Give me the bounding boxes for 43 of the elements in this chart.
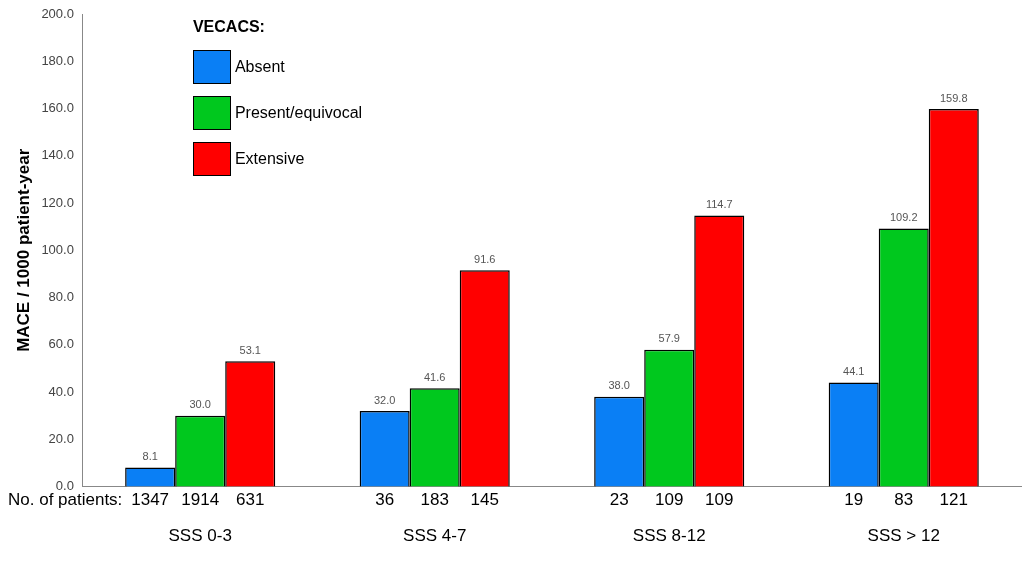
data-label: 159.8 [940, 91, 968, 104]
data-label: 114.7 [705, 198, 733, 211]
y-tick-label: 140.0 [41, 147, 74, 163]
y-tick-label: 120.0 [41, 194, 74, 210]
text: 183 [420, 490, 449, 510]
text: 36 [375, 490, 395, 510]
text: 83 [894, 490, 914, 510]
y-tick-label: 100.0 [41, 241, 74, 257]
x-tick-label: SSS > 12 [867, 526, 940, 546]
y-tick-label: 60.0 [48, 336, 74, 352]
y-tick-label: 80.0 [48, 289, 74, 305]
legend-title: VECACS: [192, 18, 266, 36]
y-tick-label: 160.0 [41, 100, 74, 116]
y-tick-label: 200.0 [41, 5, 74, 21]
data-label: 57.9 [658, 332, 680, 345]
data-label: 91.6 [474, 252, 496, 265]
data-label: 44.1 [843, 364, 865, 377]
data-label: 32.0 [373, 393, 396, 406]
text: 109 [705, 490, 734, 510]
data-label: 53.1 [239, 343, 261, 356]
data-label: 41.6 [424, 370, 446, 383]
y-tick-label: 40.0 [48, 383, 74, 399]
text: 145 [470, 490, 499, 510]
text: 1347 [131, 490, 170, 510]
text: 109 [655, 490, 684, 510]
y-axis-title: MACE / 1000 patient-year [13, 148, 33, 352]
data-label: 8.1 [142, 449, 158, 462]
data-label: 109.2 [889, 211, 918, 224]
x-tick-label: SSS 4-7 [403, 526, 467, 546]
text: 631 [236, 490, 265, 510]
legend-label: Absent [234, 58, 285, 76]
x-tick-label: SSS 0-3 [168, 526, 232, 546]
legend-label: Present/equivocal [234, 104, 363, 122]
text: 121 [939, 490, 968, 510]
x-tick-label: SSS 8-12 [632, 526, 706, 546]
data-label: 30.0 [189, 398, 211, 411]
text: 1914 [181, 490, 220, 510]
text: 23 [609, 490, 629, 510]
y-tick-label: 20.0 [48, 430, 74, 446]
text: 19 [844, 490, 864, 510]
legend-label: Extensive [234, 150, 305, 168]
y-tick-label: 180.0 [41, 52, 74, 68]
data-label: 38.0 [608, 379, 630, 392]
